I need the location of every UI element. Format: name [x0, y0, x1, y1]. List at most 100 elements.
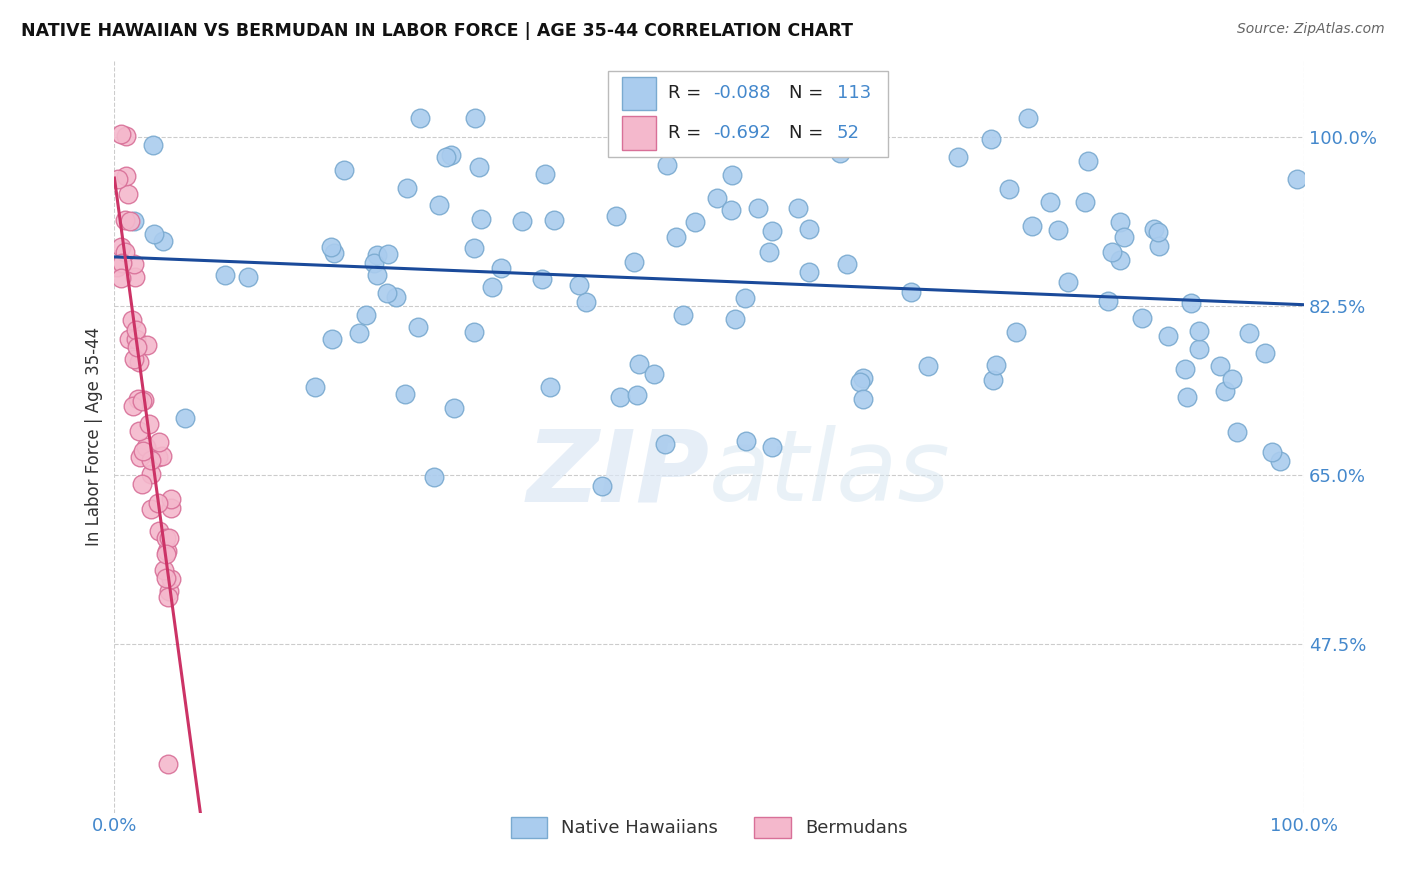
Point: [115, 169, 138, 183]
Point: [852, 371, 875, 385]
Point: [214, 268, 236, 282]
Point: [117, 187, 139, 202]
Text: NATIVE HAWAIIAN VS BERMUDAN IN LABOR FORCE | AGE 35-44 CORRELATION CHART: NATIVE HAWAIIAN VS BERMUDAN IN LABOR FOR…: [21, 22, 853, 40]
Point: [138, 417, 160, 431]
Point: [377, 246, 399, 260]
Point: [510, 214, 533, 228]
Point: [409, 111, 432, 125]
Point: [132, 392, 155, 407]
Point: [142, 227, 165, 241]
Point: [434, 150, 457, 164]
Point: [321, 332, 343, 346]
Point: [543, 212, 565, 227]
Point: [135, 338, 157, 352]
Point: [643, 367, 665, 381]
Point: [406, 320, 429, 334]
Point: [121, 399, 143, 413]
Point: [568, 278, 591, 293]
Point: [440, 148, 463, 162]
Point: [157, 532, 180, 546]
Point: [174, 411, 197, 425]
Point: [427, 198, 450, 212]
Point: [135, 440, 157, 454]
Point: [156, 757, 179, 772]
Point: [146, 496, 169, 510]
Point: [786, 202, 808, 216]
Point: [830, 146, 852, 161]
Point: [721, 168, 744, 182]
Point: [121, 313, 143, 327]
Point: [1174, 362, 1197, 376]
Point: [160, 501, 183, 516]
Text: N =: N =: [789, 124, 830, 142]
Text: atlas: atlas: [709, 425, 950, 522]
Text: Source: ZipAtlas.com: Source: ZipAtlas.com: [1237, 22, 1385, 37]
Point: [127, 392, 149, 406]
Point: [626, 388, 648, 402]
Point: [1213, 384, 1236, 398]
Point: [467, 160, 489, 174]
Point: [124, 270, 146, 285]
Point: [238, 269, 260, 284]
Point: [366, 248, 388, 262]
Point: [349, 326, 371, 341]
Point: [665, 229, 688, 244]
Text: R =: R =: [668, 124, 707, 142]
Point: [654, 436, 676, 450]
Point: [118, 332, 141, 346]
Point: [1157, 329, 1180, 343]
Point: [1021, 219, 1043, 234]
Point: [1143, 222, 1166, 236]
Point: [1109, 215, 1132, 229]
Point: [984, 358, 1007, 372]
Point: [148, 450, 170, 464]
Point: [481, 279, 503, 293]
Point: [706, 191, 728, 205]
Point: [160, 492, 183, 507]
Point: [128, 424, 150, 438]
Point: [1254, 346, 1277, 360]
Point: [1109, 252, 1132, 267]
FancyBboxPatch shape: [609, 70, 887, 158]
Point: [1017, 111, 1039, 125]
Point: [1188, 324, 1211, 338]
Point: [735, 434, 758, 448]
Point: [131, 477, 153, 491]
Point: [110, 240, 132, 254]
Point: [115, 128, 138, 143]
FancyBboxPatch shape: [623, 77, 655, 111]
Point: [127, 340, 149, 354]
Point: [758, 245, 780, 260]
Point: [797, 264, 820, 278]
Point: [124, 332, 146, 346]
Point: [591, 479, 613, 493]
Point: [1039, 194, 1062, 209]
Point: [148, 434, 170, 449]
Point: [1097, 293, 1119, 308]
Point: [1147, 239, 1170, 253]
Point: [530, 272, 553, 286]
Point: [323, 246, 346, 260]
Point: [114, 212, 136, 227]
Point: [110, 127, 132, 141]
Point: [366, 268, 388, 282]
Point: [997, 182, 1019, 196]
Point: [304, 380, 326, 394]
Point: [141, 501, 163, 516]
Text: 113: 113: [837, 85, 870, 103]
Point: [394, 387, 416, 401]
Point: [152, 234, 174, 248]
Point: [672, 309, 695, 323]
Point: [1226, 425, 1249, 439]
Point: [852, 392, 875, 406]
Point: [150, 449, 173, 463]
Point: [125, 323, 148, 337]
Point: [111, 256, 134, 270]
Point: [333, 162, 356, 177]
Point: [1237, 326, 1260, 340]
Point: [114, 244, 136, 259]
Point: [131, 444, 153, 458]
Text: R =: R =: [668, 85, 707, 103]
Point: [470, 211, 492, 226]
Point: [122, 352, 145, 367]
